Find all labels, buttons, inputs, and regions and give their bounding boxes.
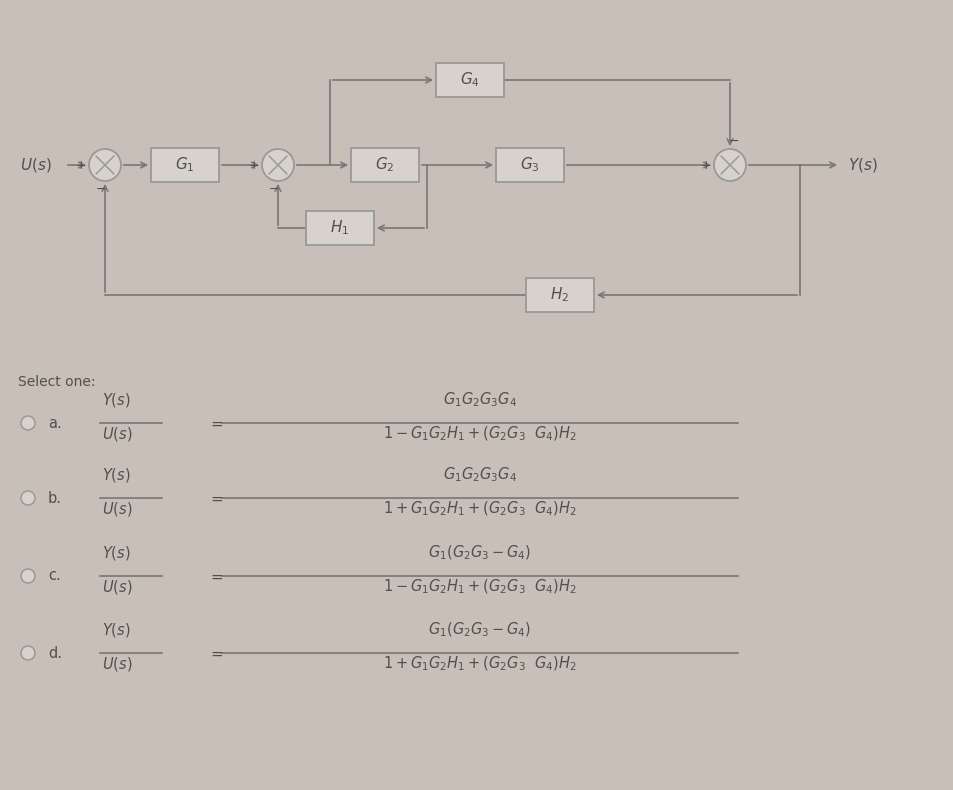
- Text: $G_3$: $G_3$: [519, 156, 539, 175]
- Text: b.: b.: [48, 491, 62, 506]
- Text: $1 - G_1 G_2 H_1 + (G_2 G_3 \ \ G_4) H_2$: $1 - G_1 G_2 H_1 + (G_2 G_3 \ \ G_4) H_2…: [382, 578, 577, 596]
- Text: −: −: [728, 134, 739, 148]
- Text: $Y(s)$: $Y(s)$: [102, 391, 131, 409]
- Text: $U(s)$: $U(s)$: [102, 655, 132, 673]
- Circle shape: [21, 569, 35, 583]
- Text: −: −: [95, 182, 106, 195]
- Text: +: +: [249, 159, 259, 171]
- Text: $=$: $=$: [208, 416, 224, 431]
- Text: $1 - G_1 G_2 H_1 + (G_2 G_3 \ \ G_4) H_2$: $1 - G_1 G_2 H_1 + (G_2 G_3 \ \ G_4) H_2…: [382, 425, 577, 443]
- Text: $Y(s)$: $Y(s)$: [102, 466, 131, 484]
- FancyBboxPatch shape: [306, 211, 374, 245]
- Text: $G_1 (G_2 G_3 - G_4)$: $G_1 (G_2 G_3 - G_4)$: [428, 544, 531, 562]
- Circle shape: [89, 149, 121, 181]
- Text: $1 + G_1 G_2 H_1 + (G_2 G_3 \ \ G_4) H_2$: $1 + G_1 G_2 H_1 + (G_2 G_3 \ \ G_4) H_2…: [382, 655, 577, 673]
- FancyBboxPatch shape: [436, 63, 503, 97]
- FancyBboxPatch shape: [151, 148, 219, 182]
- Text: $Y(s)$: $Y(s)$: [102, 621, 131, 639]
- Text: $U(s)$: $U(s)$: [102, 578, 132, 596]
- Circle shape: [21, 646, 35, 660]
- Text: $G_1 G_2 G_3 G_4$: $G_1 G_2 G_3 G_4$: [442, 465, 517, 484]
- Text: $U(s)$: $U(s)$: [20, 156, 51, 174]
- Circle shape: [262, 149, 294, 181]
- Text: +: +: [700, 159, 711, 171]
- Circle shape: [713, 149, 745, 181]
- Text: $=$: $=$: [208, 491, 224, 506]
- Circle shape: [21, 491, 35, 505]
- Text: $U(s)$: $U(s)$: [102, 500, 132, 518]
- Text: −: −: [269, 182, 279, 195]
- Text: $G_1$: $G_1$: [175, 156, 194, 175]
- Text: c.: c.: [48, 569, 61, 584]
- Text: $Y(s)$: $Y(s)$: [847, 156, 877, 174]
- Text: $H_2$: $H_2$: [550, 286, 569, 304]
- Text: $G_1 G_2 G_3 G_4$: $G_1 G_2 G_3 G_4$: [442, 390, 517, 409]
- Text: a.: a.: [48, 416, 62, 431]
- Text: $=$: $=$: [208, 569, 224, 584]
- Text: Select one:: Select one:: [18, 375, 95, 389]
- Text: $1 + G_1 G_2 H_1 + (G_2 G_3 \ \ G_4) H_2$: $1 + G_1 G_2 H_1 + (G_2 G_3 \ \ G_4) H_2…: [382, 500, 577, 518]
- Text: $U(s)$: $U(s)$: [102, 425, 132, 443]
- FancyBboxPatch shape: [496, 148, 563, 182]
- Circle shape: [21, 416, 35, 430]
- Text: d.: d.: [48, 645, 62, 660]
- Text: $G_2$: $G_2$: [375, 156, 395, 175]
- Text: $Y(s)$: $Y(s)$: [102, 544, 131, 562]
- FancyBboxPatch shape: [525, 278, 594, 312]
- Text: $=$: $=$: [208, 645, 224, 660]
- Text: $G_4$: $G_4$: [459, 70, 479, 89]
- Text: +: +: [75, 159, 86, 171]
- Text: $G_1 (G_2 G_3 - G_4)$: $G_1 (G_2 G_3 - G_4)$: [428, 621, 531, 639]
- FancyBboxPatch shape: [351, 148, 418, 182]
- Text: $H_1$: $H_1$: [330, 219, 349, 237]
